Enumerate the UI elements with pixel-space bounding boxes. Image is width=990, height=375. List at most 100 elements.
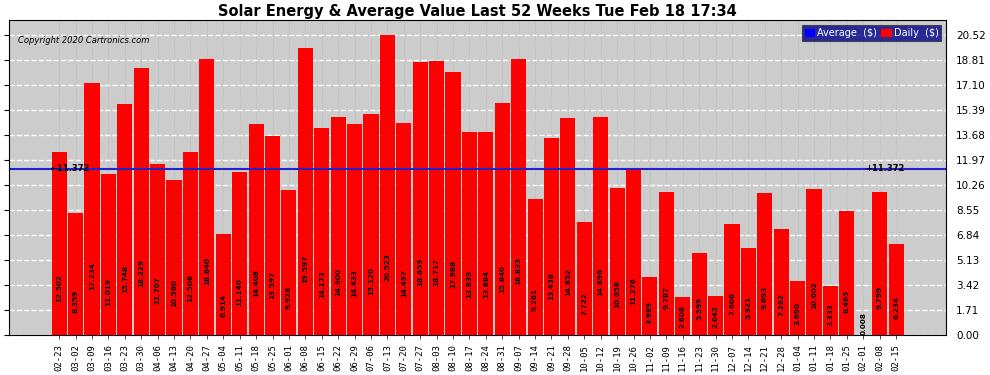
- Text: 9.799: 9.799: [877, 286, 883, 309]
- Bar: [741, 248, 756, 335]
- Title: Solar Energy & Average Value Last 52 Weeks Tue Feb 18 17:34: Solar Energy & Average Value Last 52 Wee…: [218, 4, 737, 19]
- Text: 14.900: 14.900: [336, 268, 342, 296]
- Text: 14.173: 14.173: [319, 270, 325, 298]
- Bar: [446, 72, 460, 335]
- Text: 12.508: 12.508: [187, 274, 193, 302]
- Text: 14.852: 14.852: [565, 268, 571, 296]
- Text: 15.120: 15.120: [368, 267, 374, 295]
- Legend: Average  ($), Daily  ($): Average ($), Daily ($): [802, 25, 941, 41]
- Bar: [658, 192, 674, 335]
- Bar: [183, 152, 198, 335]
- Bar: [643, 276, 657, 335]
- Bar: [725, 224, 740, 335]
- Bar: [216, 234, 231, 335]
- Text: 13.597: 13.597: [269, 271, 275, 299]
- Bar: [757, 193, 772, 335]
- Bar: [692, 253, 707, 335]
- Bar: [560, 118, 575, 335]
- Text: 13.839: 13.839: [466, 270, 472, 298]
- Bar: [232, 172, 248, 335]
- Text: 2.642: 2.642: [713, 305, 719, 328]
- Text: 14.497: 14.497: [401, 269, 407, 297]
- Text: +11.372: +11.372: [865, 164, 904, 173]
- Text: 10.002: 10.002: [811, 281, 817, 309]
- Text: 6.914: 6.914: [221, 294, 227, 317]
- Text: 0.008: 0.008: [860, 312, 866, 335]
- Bar: [790, 281, 805, 335]
- Text: 17.234: 17.234: [89, 262, 95, 290]
- Bar: [281, 190, 296, 335]
- Text: 10.058: 10.058: [614, 280, 620, 309]
- Text: 18.659: 18.659: [417, 258, 423, 286]
- Text: 5.599: 5.599: [696, 297, 702, 320]
- Text: 9.693: 9.693: [762, 286, 768, 309]
- Bar: [298, 48, 313, 335]
- Bar: [528, 200, 543, 335]
- Bar: [610, 188, 625, 335]
- Bar: [134, 68, 148, 335]
- Bar: [511, 59, 527, 335]
- Bar: [593, 117, 608, 335]
- Text: 11.019: 11.019: [105, 278, 112, 306]
- Text: 6.234: 6.234: [893, 296, 899, 318]
- Bar: [248, 124, 263, 335]
- Bar: [84, 83, 100, 335]
- Bar: [626, 170, 642, 335]
- Text: 20.523: 20.523: [384, 253, 390, 281]
- Text: 12.502: 12.502: [56, 274, 62, 302]
- Text: 11.707: 11.707: [154, 276, 160, 304]
- Text: 11.276: 11.276: [631, 278, 637, 305]
- Text: 14.896: 14.896: [598, 268, 604, 296]
- Text: 2.608: 2.608: [680, 305, 686, 328]
- Bar: [708, 296, 723, 335]
- Text: 14.408: 14.408: [253, 269, 259, 297]
- Text: 18.717: 18.717: [434, 258, 440, 286]
- Bar: [331, 117, 346, 335]
- Bar: [101, 174, 116, 335]
- Bar: [840, 211, 854, 335]
- Text: 9.928: 9.928: [286, 286, 292, 309]
- Text: 3.333: 3.333: [828, 303, 834, 326]
- Text: 19.597: 19.597: [302, 255, 308, 284]
- Text: 7.722: 7.722: [581, 292, 587, 315]
- Text: 3.690: 3.690: [795, 302, 801, 325]
- Bar: [429, 61, 445, 335]
- Text: 9.261: 9.261: [532, 288, 539, 310]
- Bar: [150, 164, 165, 335]
- Text: 11.140: 11.140: [237, 278, 243, 306]
- Bar: [773, 229, 789, 335]
- Bar: [51, 152, 66, 335]
- Bar: [478, 132, 493, 335]
- Bar: [807, 189, 822, 335]
- Bar: [117, 105, 133, 335]
- Text: 14.433: 14.433: [351, 269, 357, 297]
- Text: 5.921: 5.921: [745, 296, 751, 320]
- Bar: [413, 62, 428, 335]
- Bar: [872, 192, 887, 335]
- Bar: [347, 124, 362, 335]
- Bar: [363, 114, 378, 335]
- Bar: [577, 222, 592, 335]
- Bar: [199, 59, 215, 335]
- Text: 18.840: 18.840: [204, 257, 210, 285]
- Text: 18.229: 18.229: [139, 259, 145, 287]
- Bar: [396, 123, 411, 335]
- Text: 7.606: 7.606: [729, 292, 735, 315]
- Bar: [462, 132, 477, 335]
- Bar: [265, 136, 280, 335]
- Text: 15.840: 15.840: [499, 265, 505, 293]
- Bar: [675, 297, 690, 335]
- Text: 7.262: 7.262: [778, 293, 784, 316]
- Text: Copyright 2020 Cartronics.com: Copyright 2020 Cartronics.com: [19, 36, 149, 45]
- Text: 13.884: 13.884: [483, 270, 489, 298]
- Bar: [380, 34, 395, 335]
- Bar: [166, 180, 181, 335]
- Text: 8.465: 8.465: [843, 290, 849, 313]
- Text: ←11.372: ←11.372: [50, 164, 90, 173]
- Text: 8.359: 8.359: [72, 290, 78, 313]
- Text: 17.988: 17.988: [450, 260, 456, 288]
- Text: 18.833: 18.833: [516, 257, 522, 285]
- Text: 13.438: 13.438: [548, 272, 554, 300]
- Bar: [495, 103, 510, 335]
- Bar: [314, 128, 330, 335]
